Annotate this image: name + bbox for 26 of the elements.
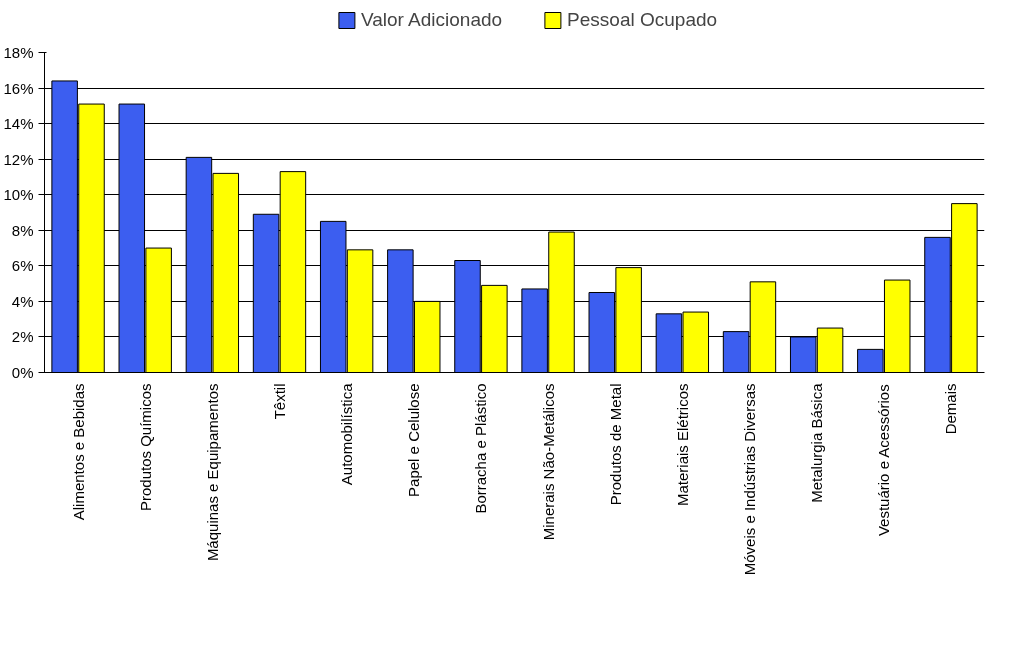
x-tick-label: Papel e Celulose	[405, 383, 423, 497]
x-tick-label: Vestuário e Acessórios	[875, 384, 893, 537]
legend-label: Valor Adicionado	[360, 9, 503, 31]
x-tick-label: Móveis e Indústrias Diversas	[741, 383, 758, 576]
x-tick-label: Alimentos e Bebidas	[69, 383, 87, 521]
x-tick-label: Demais	[942, 383, 960, 435]
y-tick-label: 6%	[11, 257, 34, 275]
x-tick-label: Automobilística	[338, 382, 356, 486]
y-tick-label: 16%	[3, 79, 34, 97]
y-tick-label: 12%	[3, 150, 34, 168]
x-tick-label: Minerais Não-Metálicos	[539, 383, 557, 541]
x-tick-label: Metalurgia Básica	[808, 382, 826, 503]
y-tick-label: 0%	[11, 364, 34, 381]
x-tick-label: Materiais Elétricos	[673, 383, 691, 507]
y-tick-label: 4%	[11, 292, 34, 310]
y-tick-label: 2%	[11, 328, 34, 346]
y-tick-label: 10%	[3, 186, 34, 204]
y-tick-label: 8%	[11, 221, 34, 239]
x-tick-label: Têxtil	[271, 383, 288, 420]
x-tick-label: Produtos Químicos	[136, 383, 154, 512]
y-tick-label: 14%	[3, 115, 34, 133]
x-tick-label: Borracha e Plástico	[472, 383, 490, 514]
x-tick-label: Produtos de Metal	[606, 383, 624, 506]
legend-label: Pessoal Ocupado	[567, 9, 718, 31]
x-tick-label: Máquinas e Equipamentos	[203, 383, 221, 562]
y-tick-label: 18%	[3, 44, 34, 61]
